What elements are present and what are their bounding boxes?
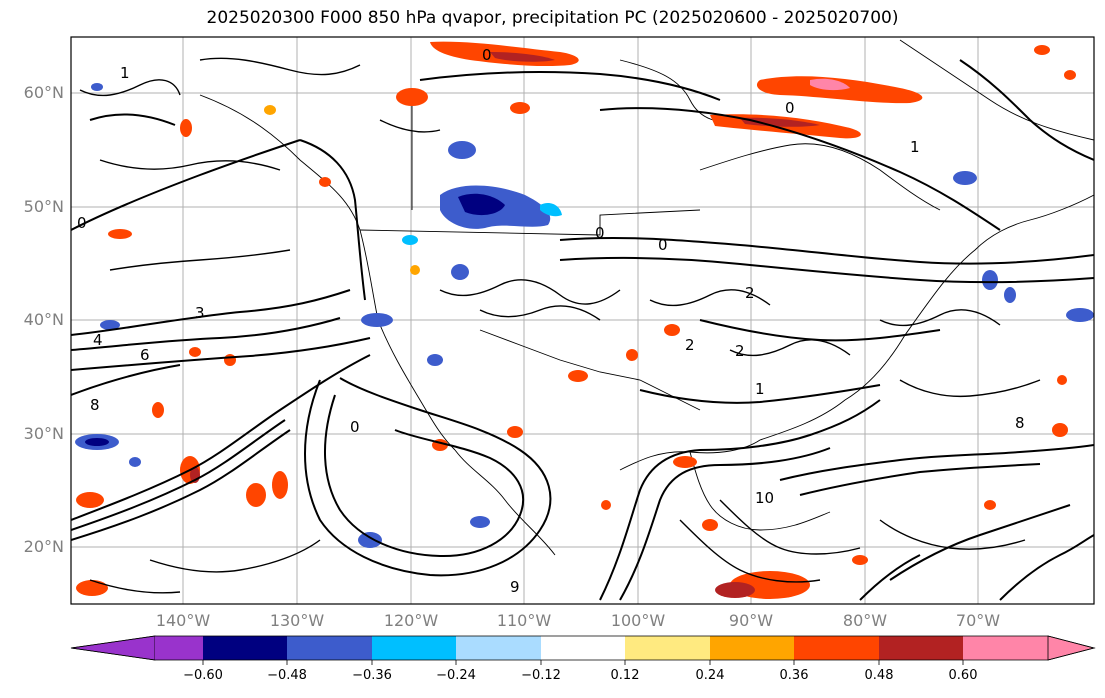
colorbar-tick: −0.12 [521, 668, 561, 683]
contour-label: 4 [93, 331, 103, 349]
lat-label-40n: 40°N [23, 310, 64, 329]
moisture-contours [71, 59, 1094, 601]
lon-label-110w: 110°W [496, 611, 552, 630]
lon-label-120w: 120°W [383, 611, 439, 630]
lon-label-70w: 70°W [955, 611, 1001, 630]
grid-lines [71, 37, 1094, 604]
colorbar [70, 635, 1096, 665]
lon-label-100w: 100°W [610, 611, 666, 630]
contour-label: 1 [120, 64, 130, 82]
contour-label: 0 [77, 214, 87, 232]
negative-anomaly-patches [75, 83, 1094, 548]
contour-label: 2 [685, 336, 695, 354]
coastlines [199, 39, 1094, 556]
colorbar-tick: 0.60 [948, 668, 978, 683]
contour-value-labels: 0 0 0 0 0 0 1 1 1 2 2 2 3 4 6 8 8 9 10 [77, 46, 1025, 596]
contour-label: 1 [755, 380, 765, 398]
contour-label: 1 [910, 138, 920, 156]
contour-label: 10 [755, 489, 774, 507]
colorbar-tick: −0.48 [267, 668, 307, 683]
contour-label: 8 [1015, 414, 1025, 432]
contour-label: 9 [510, 578, 520, 596]
colorbar-tick: 0.36 [779, 668, 809, 683]
lon-label-130w: 130°W [269, 611, 325, 630]
colorbar-tick: −0.36 [352, 668, 392, 683]
contour-label: 0 [595, 224, 605, 242]
colorbar-tick: −0.60 [183, 668, 223, 683]
lon-label-90w: 90°W [728, 611, 774, 630]
colorbar-tick: 0.24 [695, 668, 725, 683]
colorbar-tick: 0.48 [864, 668, 894, 683]
colorbar-tick: 0.12 [610, 668, 640, 683]
lon-label-80w: 80°W [842, 611, 888, 630]
contour-label: 0 [482, 46, 492, 64]
moisture-contours-thin [79, 57, 1041, 594]
positive-anomaly-patches [76, 41, 1076, 599]
contour-label: 0 [658, 236, 668, 254]
contour-label: 2 [745, 284, 755, 302]
contour-label: 2 [735, 342, 745, 360]
lat-label-30n: 30°N [23, 424, 64, 443]
contour-label: 0 [350, 418, 360, 436]
colorbar-tick: −0.24 [436, 668, 476, 683]
map-frame [70, 36, 1095, 605]
lat-label-20n: 20°N [23, 537, 64, 556]
contour-label: 8 [90, 396, 100, 414]
map-title: 2025020300 F000 850 hPa qvapor, precipit… [206, 8, 899, 28]
contour-label: 6 [140, 346, 150, 364]
lon-label-140w: 140°W [155, 611, 211, 630]
contour-label: 3 [195, 304, 205, 322]
map-area: 0 0 0 0 0 0 1 1 1 2 2 2 3 4 6 8 8 9 10 [71, 37, 1094, 604]
lat-label-60n: 60°N [23, 83, 64, 102]
lat-label-50n: 50°N [23, 197, 64, 216]
contour-label: 0 [785, 99, 795, 117]
